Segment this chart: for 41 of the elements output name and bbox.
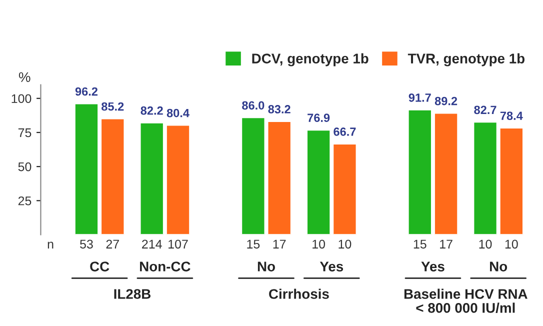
text: 10	[505, 240, 518, 249]
x-tick-label: No	[258, 262, 275, 272]
text: Cirrhosis	[269, 288, 329, 299]
x-tick-label: No	[490, 262, 508, 272]
data-label: 96.2	[75, 87, 98, 96]
data-label: 89.2	[434, 96, 458, 106]
data-label: 78.4	[500, 112, 523, 120]
text: 17	[273, 240, 286, 248]
y-tick-label: 100	[12, 94, 32, 104]
text: Baseline HCV RNA < 800 000 IU/ml	[404, 288, 528, 313]
text: 214	[142, 240, 162, 248]
text: 27	[106, 240, 119, 248]
y-axis-title: %	[18, 72, 30, 82]
text: 107	[168, 240, 188, 249]
data-label: 91.7	[408, 93, 431, 102]
data-label: 80.4	[166, 108, 190, 118]
data-label: 82.7	[474, 106, 496, 114]
text: 15	[414, 240, 426, 249]
text: 10	[338, 240, 352, 249]
data-label: 76.9	[308, 114, 330, 122]
y-tick-label: 25	[18, 196, 32, 206]
data-label: 82.2	[140, 106, 163, 115]
text: 15	[247, 240, 260, 249]
x-tick-label: Yes	[421, 262, 444, 272]
text: 53	[80, 240, 93, 249]
text: n	[48, 242, 54, 248]
x-tick-label: CC	[90, 262, 110, 272]
y-tick-label: 50	[18, 162, 32, 172]
text: 10	[479, 240, 492, 249]
x-tick-label: Yes	[320, 262, 344, 272]
legend-label: DCV, genotype 1b	[252, 53, 368, 66]
data-label: 66.7	[334, 128, 356, 136]
legend-label: TVR, genotype 1b	[408, 53, 525, 66]
data-label: 83.2	[268, 105, 290, 114]
data-label: 85.2	[102, 102, 124, 111]
x-tick-label: Non-CC	[140, 262, 190, 272]
text: 17	[440, 240, 452, 248]
data-label: 86.0	[242, 101, 264, 110]
text: IL28B	[114, 289, 151, 299]
text: 10	[312, 240, 326, 249]
y-tick-label: 75	[18, 128, 32, 138]
